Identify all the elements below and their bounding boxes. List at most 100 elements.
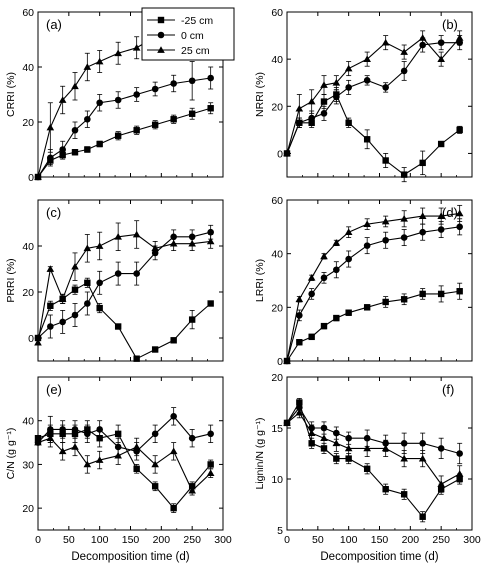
data-point xyxy=(381,217,390,225)
series-25cm xyxy=(34,220,215,346)
data-point xyxy=(151,346,159,353)
series-line xyxy=(37,437,212,492)
y-tick-label: 20 xyxy=(22,117,34,129)
data-point xyxy=(295,408,304,416)
data-point xyxy=(151,460,159,468)
data-point xyxy=(58,96,67,103)
data-point xyxy=(363,304,371,311)
data-point xyxy=(363,444,371,452)
series-0cm xyxy=(34,407,214,461)
data-point xyxy=(84,300,91,307)
data-point xyxy=(418,34,427,41)
data-point xyxy=(34,338,42,346)
data-point xyxy=(95,242,104,249)
data-point xyxy=(84,279,91,286)
data-point xyxy=(47,302,54,309)
y-tick-label: 60 xyxy=(22,7,34,19)
data-point xyxy=(207,105,214,112)
y-tick-label: 15 xyxy=(271,423,283,435)
data-point xyxy=(188,110,196,117)
y-axis-label: C/N (g g⁻¹) xyxy=(5,428,17,480)
data-point xyxy=(151,430,159,438)
data-point xyxy=(296,312,303,319)
data-point xyxy=(382,157,389,164)
data-point xyxy=(320,434,328,442)
panel-label: (f) xyxy=(442,382,454,397)
series-0cm xyxy=(34,224,214,342)
data-point xyxy=(132,43,141,51)
series-line xyxy=(37,107,211,178)
x-tick-label: 0 xyxy=(35,534,41,546)
data-point xyxy=(71,443,79,450)
series-25cm xyxy=(34,429,215,496)
data-point xyxy=(71,262,79,270)
data-point xyxy=(308,440,315,447)
data-point xyxy=(58,295,67,302)
data-point xyxy=(96,279,103,287)
y-tick-label: 40 xyxy=(22,416,34,428)
data-point xyxy=(363,136,371,143)
data-point xyxy=(456,126,463,134)
data-point xyxy=(170,413,177,420)
data-point xyxy=(96,426,103,433)
data-point xyxy=(151,244,159,252)
data-point xyxy=(333,455,340,462)
y-axis-label: CRRI (%) xyxy=(5,72,17,117)
data-point xyxy=(34,435,42,442)
data-point xyxy=(133,91,140,98)
series-line xyxy=(37,233,211,343)
data-point xyxy=(46,265,55,272)
data-point xyxy=(419,159,426,167)
data-point xyxy=(344,228,353,236)
data-point xyxy=(283,419,291,426)
data-point xyxy=(34,173,42,180)
data-point xyxy=(332,439,341,447)
data-point xyxy=(308,333,315,341)
data-point xyxy=(437,39,445,46)
data-point xyxy=(437,140,445,148)
data-point xyxy=(114,323,122,330)
data-point xyxy=(84,115,91,123)
data-point xyxy=(400,296,408,303)
data-point xyxy=(58,447,67,455)
data-point xyxy=(151,483,159,490)
legend-marker-triangle xyxy=(157,46,165,53)
series-neg25cm xyxy=(34,420,214,513)
data-point xyxy=(132,230,141,238)
y-tick-label: 0 xyxy=(28,333,34,345)
data-point xyxy=(95,456,104,463)
data-point xyxy=(363,55,371,62)
data-point xyxy=(419,440,426,447)
data-point xyxy=(344,64,353,72)
data-point xyxy=(96,99,103,107)
data-point xyxy=(34,438,42,446)
data-point xyxy=(84,430,91,438)
data-point xyxy=(320,98,328,105)
data-point xyxy=(437,212,445,219)
data-point xyxy=(400,214,408,222)
x-tick-label: 300 xyxy=(463,534,481,546)
x-tick-label: 200 xyxy=(402,534,420,546)
y-tick-label: 10 xyxy=(271,474,283,486)
data-point xyxy=(71,286,79,293)
data-point xyxy=(96,140,103,148)
data-point xyxy=(363,77,371,84)
data-point xyxy=(345,309,352,316)
y-tick-label: 60 xyxy=(271,195,283,207)
data-point xyxy=(307,429,316,436)
legend-marker-circle xyxy=(157,31,165,39)
legend: -25 cm 0 cm 25 cm xyxy=(141,7,235,61)
data-point xyxy=(206,237,215,245)
series-25cm xyxy=(283,204,464,364)
data-point xyxy=(381,38,390,46)
data-point xyxy=(207,300,214,307)
data-point xyxy=(59,318,66,326)
data-point xyxy=(437,480,445,487)
data-point xyxy=(437,290,445,298)
data-point xyxy=(132,443,141,450)
y-tick-label: 0 xyxy=(28,172,34,184)
data-point xyxy=(207,228,214,236)
y-axis-label: Lignin/N (g g⁻¹) xyxy=(254,417,266,489)
data-point xyxy=(418,212,427,219)
